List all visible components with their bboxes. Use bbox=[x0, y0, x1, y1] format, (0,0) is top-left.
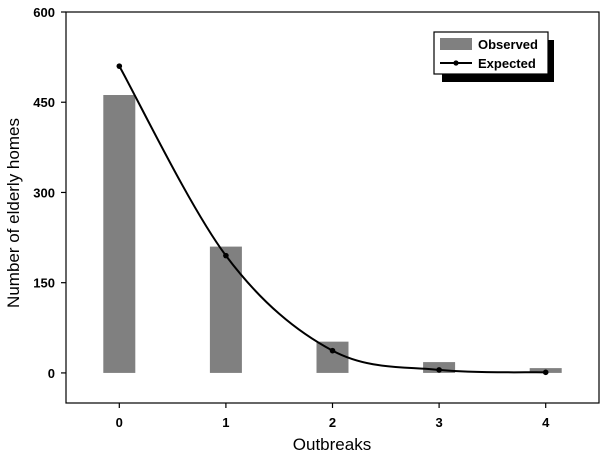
bar-observed-2 bbox=[316, 341, 349, 373]
x-tick-label-2: 2 bbox=[329, 415, 336, 430]
x-axis: 0 1 2 3 4 bbox=[116, 403, 550, 430]
y-tick-label-150: 150 bbox=[33, 276, 55, 291]
expected-series-line bbox=[118, 65, 546, 374]
y-tick-label-600: 600 bbox=[33, 5, 55, 20]
x-axis-title: Outbreaks bbox=[293, 435, 371, 454]
y-tick-label-300: 300 bbox=[33, 185, 55, 200]
point-expected-2 bbox=[329, 347, 336, 354]
expected-points bbox=[116, 63, 549, 376]
point-expected-1 bbox=[223, 252, 229, 259]
y-tick-label-450: 450 bbox=[33, 95, 55, 110]
point-expected-0 bbox=[116, 63, 123, 69]
bar-observed-1 bbox=[209, 246, 242, 373]
y-axis-title: Number of elderly homes bbox=[4, 118, 23, 308]
legend-expected-marker bbox=[453, 60, 459, 66]
point-expected-3 bbox=[436, 367, 442, 373]
x-tick-label-4: 4 bbox=[542, 415, 550, 430]
bar-observed-0 bbox=[103, 95, 136, 373]
x-tick-label-1: 1 bbox=[222, 415, 229, 430]
legend-observed-label: Observed bbox=[478, 37, 538, 52]
legend-observed-swatch bbox=[440, 38, 472, 50]
legend: Observed Expected bbox=[433, 31, 554, 82]
legend-expected-label: Expected bbox=[478, 56, 536, 71]
y-tick-label-0: 0 bbox=[48, 366, 55, 381]
x-tick-label-3: 3 bbox=[435, 415, 442, 430]
observed-bars bbox=[103, 95, 562, 373]
y-axis: 0 150 300 450 600 bbox=[33, 5, 66, 381]
point-expected-4 bbox=[542, 369, 549, 376]
x-tick-label-0: 0 bbox=[116, 415, 123, 430]
